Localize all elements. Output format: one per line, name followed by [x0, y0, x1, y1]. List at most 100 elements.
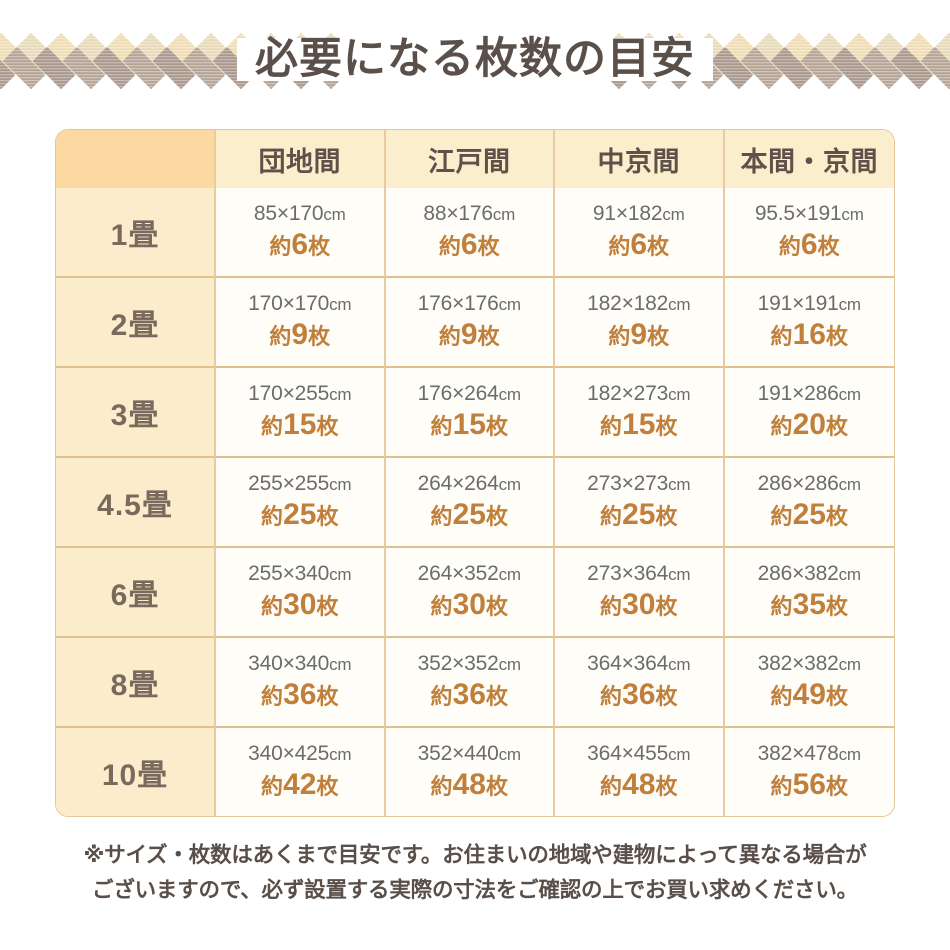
cell-quantity: 約15枚 [555, 408, 723, 442]
cell-dimension-unit: cm [668, 565, 691, 585]
cell-quantity-number: 42 [283, 767, 317, 801]
cell-dimension-unit: cm [329, 475, 352, 495]
cell-dimension: 273×364cm [587, 562, 691, 586]
cell-dimension: 176×264cm [417, 382, 521, 406]
cell-quantity-suffix: 枚 [316, 773, 339, 799]
column-header-edoma: 江戸間 [385, 130, 555, 188]
table-cell: 286×382cm 約35枚 [724, 548, 895, 638]
cell-quantity: 約48枚 [386, 768, 554, 802]
cell-quantity-prefix: 約 [438, 323, 461, 349]
row-header-3畳: 3畳 [56, 368, 216, 458]
table-cell: 364×364cm 約36枚 [555, 638, 725, 728]
cell-dimension-unit: cm [498, 295, 521, 315]
cell-dimension: 255×340cm [248, 562, 352, 586]
cell-quantity-number: 49 [792, 677, 826, 711]
cell-dimension-unit: cm [329, 565, 352, 585]
cell-dimension-unit: cm [329, 655, 352, 675]
cell-quantity: 約6枚 [386, 228, 554, 262]
cell-quantity: 約16枚 [725, 318, 895, 352]
cell-quantity-suffix: 枚 [316, 593, 339, 619]
cell-quantity: 約15枚 [386, 408, 554, 442]
cell-dimension: 286×286cm [757, 472, 861, 496]
cell-quantity-suffix: 枚 [825, 593, 848, 619]
table-cell: 352×352cm 約36枚 [385, 638, 555, 728]
cell-quantity-prefix: 約 [600, 503, 623, 529]
row-header-2畳: 2畳 [56, 278, 216, 368]
cell-quantity-prefix: 約 [269, 233, 292, 259]
cell-dimension-unit: cm [498, 745, 521, 765]
table-cell: 176×176cm 約9枚 [385, 278, 555, 368]
cell-dimension: 382×382cm [757, 652, 861, 676]
cell-quantity-prefix: 約 [600, 773, 623, 799]
cell-quantity-number: 9 [460, 317, 478, 351]
cell-quantity: 約25枚 [725, 498, 895, 532]
cell-dimension: 170×255cm [248, 382, 352, 406]
tatami-size-table: 団地間 江戸間 中京間 本間・京間 1畳 85×170cm 約6枚 88×176cm 約… [56, 130, 894, 816]
cell-dimension-unit: cm [329, 745, 352, 765]
table-cell: 264×264cm 約25枚 [385, 458, 555, 548]
cell-quantity-suffix: 枚 [485, 773, 508, 799]
table-row: 6畳 255×340cm 約30枚 264×352cm 約30枚 273×364cm 約30… [56, 548, 894, 638]
cell-quantity-suffix: 枚 [825, 683, 848, 709]
table-cell: 176×264cm 約15枚 [385, 368, 555, 458]
table-cell: 273×273cm 約25枚 [555, 458, 725, 548]
cell-quantity: 約6枚 [725, 228, 895, 262]
cell-quantity-number: 6 [460, 227, 478, 261]
cell-dimension: 286×382cm [757, 562, 861, 586]
cell-quantity-suffix: 枚 [817, 233, 840, 259]
table-cell: 88×176cm 約6枚 [385, 188, 555, 278]
cell-quantity-number: 30 [283, 587, 317, 621]
cell-quantity-suffix: 枚 [316, 413, 339, 439]
cell-dimension-unit: cm [838, 655, 861, 675]
cell-dimension: 191×191cm [757, 292, 861, 316]
table-cell: 91×182cm 約6枚 [555, 188, 725, 278]
cell-quantity-prefix: 約 [600, 593, 623, 619]
cell-quantity-prefix: 約 [261, 773, 284, 799]
column-header-honma-kyoma: 本間・京間 [724, 130, 894, 188]
cell-quantity-number: 16 [792, 317, 826, 351]
cell-dimension-unit: cm [668, 655, 691, 675]
cell-quantity: 約9枚 [555, 318, 723, 352]
table-cell: 382×382cm 約49枚 [724, 638, 894, 728]
cell-quantity-suffix: 枚 [308, 233, 331, 259]
table-cell: 273×364cm 約30枚 [555, 548, 725, 638]
cell-quantity: 約9枚 [386, 318, 554, 352]
cell-quantity-number: 30 [622, 587, 656, 621]
cell-quantity-suffix: 枚 [825, 323, 848, 349]
cell-quantity-number: 6 [630, 227, 648, 261]
table-cell: 191×286cm 約20枚 [724, 368, 894, 458]
table-row: 4.5畳 255×255cm 約25枚 264×264cm 約25枚 273×273cm 約… [56, 458, 894, 548]
cell-quantity-suffix: 枚 [316, 683, 339, 709]
cell-quantity-prefix: 約 [608, 323, 631, 349]
cell-quantity-suffix: 枚 [825, 413, 848, 439]
cell-quantity-prefix: 約 [608, 233, 631, 259]
cell-quantity-prefix: 約 [770, 773, 793, 799]
table-cell: 191×191cm 約16枚 [724, 278, 895, 368]
cell-quantity-suffix: 枚 [647, 233, 670, 259]
table-body: 1畳 85×170cm 約6枚 88×176cm 約6枚 91×182cm 約6枚 95.5×… [56, 188, 894, 816]
cell-quantity: 約6枚 [216, 228, 384, 262]
row-header-10畳: 10畳 [56, 728, 216, 816]
cell-quantity-suffix: 枚 [655, 593, 678, 619]
cell-quantity: 約36枚 [216, 678, 384, 712]
cell-quantity-prefix: 約 [770, 503, 793, 529]
cell-dimension: 170×170cm [248, 292, 352, 316]
cell-quantity: 約56枚 [725, 768, 895, 802]
cell-quantity-prefix: 約 [770, 323, 793, 349]
cell-dimension: 191×286cm [757, 382, 861, 406]
cell-quantity-number: 25 [622, 497, 656, 531]
cell-quantity-prefix: 約 [430, 593, 453, 619]
table-cell: 352×440cm 約48枚 [385, 728, 555, 816]
cell-quantity: 約35枚 [725, 588, 895, 622]
cell-dimension: 88×176cm [423, 202, 516, 226]
cell-quantity-suffix: 枚 [485, 503, 508, 529]
cell-quantity-prefix: 約 [269, 323, 292, 349]
cell-dimension: 352×352cm [417, 652, 521, 676]
cell-quantity: 約9枚 [216, 318, 384, 352]
cell-quantity-prefix: 約 [261, 593, 284, 619]
cell-dimension-unit: cm [841, 205, 864, 225]
cell-quantity-number: 15 [452, 407, 486, 441]
cell-quantity-suffix: 枚 [655, 773, 678, 799]
cell-dimension: 340×425cm [248, 742, 352, 766]
cell-dimension-unit: cm [838, 565, 861, 585]
